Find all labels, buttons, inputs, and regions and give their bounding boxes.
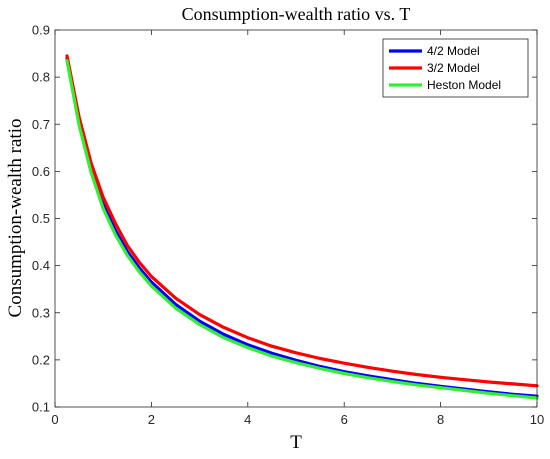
series-line-2 [65,54,539,388]
tick-layer: 0 2 4 6 8 10 0.1 0.2 0.3 0.4 0.5 0.6 0.7 0.8 0.9 [32,23,544,428]
legend-label-3: Heston Model [427,78,501,92]
x-tick-label: 8 [437,412,444,427]
legend-label-1: 4/2 Model [427,44,480,58]
x-tick-label: 10 [530,412,544,427]
x-axis-title: T [290,432,302,453]
x-tick-label: 2 [148,412,155,427]
chart-title: Consumption-wealth ratio vs. T [182,4,411,24]
y-tick-label: 0.7 [32,117,50,132]
y-tick-label: 0.9 [32,23,50,38]
x-tick-label: 0 [51,412,58,427]
series-line-3 [65,58,539,400]
y-tick-label: 0.1 [32,400,50,415]
y-tick-label: 0.4 [32,258,50,273]
y-tick-label: 0.5 [32,211,50,226]
y-tick-label: 0.2 [32,352,50,367]
x-tick-label: 6 [341,412,348,427]
legend-label-2: 3/2 Model [427,61,480,75]
y-tick-label: 0.8 [32,70,50,85]
y-tick-label: 0.6 [32,164,50,179]
y-tick-label: 0.3 [32,305,50,320]
series-layer [65,54,539,400]
x-tick-label: 4 [244,412,251,427]
y-axis-title: Consumption-wealth ratio [5,119,26,318]
legend: 4/2 Model 3/2 Model Heston Model [382,38,529,98]
